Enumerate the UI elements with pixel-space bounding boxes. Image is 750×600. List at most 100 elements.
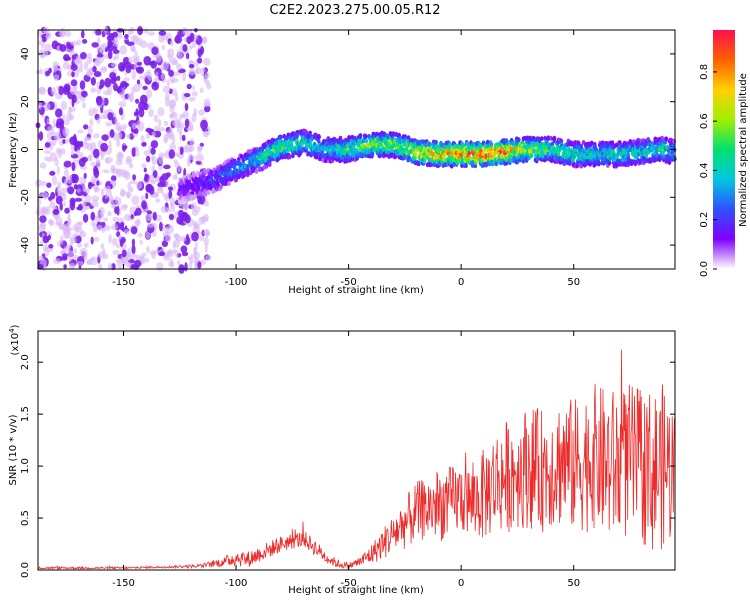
spectrogram-cell	[71, 54, 76, 60]
spectrogram-cell	[86, 260, 93, 265]
spectrogram-cell	[227, 181, 231, 186]
spectrogram-cell	[180, 245, 188, 254]
spectrogram-cell	[177, 165, 181, 173]
spectrogram-cell	[48, 244, 54, 249]
spectrogram-cell	[513, 150, 517, 155]
spectrogram-cell	[126, 190, 130, 200]
spectrogram-cell	[105, 122, 113, 127]
spectrogram-ridge-layer	[177, 128, 677, 205]
spectrogram-cell	[106, 44, 115, 52]
spectrogram-cell	[200, 119, 208, 130]
spectrogram-cell	[63, 56, 72, 61]
spectrogram-cell	[168, 126, 173, 137]
spectrogram-cell	[118, 168, 127, 177]
spectrogram-cell	[90, 211, 96, 221]
spectrogram-cell	[65, 174, 74, 184]
spectrogram-cell	[160, 205, 169, 213]
spectrogram-cell	[67, 186, 75, 195]
spectrogram-cell	[90, 77, 96, 86]
spectrogram-cell	[161, 60, 169, 71]
spectrogram-cell	[150, 140, 159, 149]
spectrogram-cell	[188, 155, 196, 161]
spectrogram-cell	[77, 188, 81, 193]
spectrogram-cell	[148, 174, 155, 183]
snr-y-tick-label: 1.5	[20, 406, 31, 422]
spectrogram-cell	[37, 40, 42, 46]
spectrogram-cell	[56, 165, 60, 175]
spectrogram-cell	[96, 211, 104, 220]
spectrogram-cell	[634, 149, 638, 155]
spectrogram-cell	[610, 140, 615, 146]
spectrogram-cell	[63, 160, 72, 168]
spectrogram-cell	[205, 254, 212, 261]
snr-y-tick-label: 2.0	[20, 354, 31, 370]
spectrogram-cell	[81, 142, 90, 149]
spectrogram-cell	[65, 243, 72, 251]
spectrogram-cell	[169, 106, 175, 113]
spectrogram-cell	[117, 153, 122, 162]
spectrogram-cell	[112, 250, 120, 255]
colorbar-tick-label: 0.0	[699, 261, 710, 277]
spectrogram-cell	[69, 236, 74, 246]
spectrogram-cell	[607, 160, 612, 166]
spectrogram-cell	[100, 142, 108, 152]
spectrogram-cell	[143, 167, 147, 173]
spectrogram-cell	[203, 74, 208, 83]
spectrogram-cell	[114, 38, 119, 48]
spectrogram-cell	[127, 247, 131, 258]
spectrogram-cell	[96, 180, 100, 186]
spectrogram-cell	[161, 240, 169, 248]
spectrogram-cell	[184, 118, 190, 128]
spectrogram-cell	[192, 251, 201, 260]
spectrogram-y-ticks: -40 -20 0 20 40	[20, 48, 675, 253]
spectrogram-cell	[203, 213, 209, 222]
spectrogram-cell	[55, 221, 63, 226]
spectrogram-cell	[76, 260, 84, 266]
spectrogram-cell	[47, 219, 54, 225]
spectrogram-cell	[62, 139, 66, 144]
spectrogram-cell	[158, 30, 167, 36]
spectrogram-cell	[168, 189, 173, 200]
spectrogram-cell	[200, 259, 206, 265]
snr-multiplier-exp: 4	[8, 328, 16, 333]
spectrogram-cell	[130, 35, 137, 43]
spectrogram-cell	[181, 251, 189, 257]
spectrogram-cell	[75, 226, 81, 233]
spectrogram-cell	[69, 136, 78, 146]
spectrogram-cell	[95, 29, 102, 36]
spectrogram-cell	[177, 50, 183, 60]
spectrogram-cell	[203, 57, 211, 66]
spectrogram-cell	[123, 61, 132, 69]
spectrogram-y-tick-label: 0	[20, 146, 31, 152]
spectrogram-cell	[139, 40, 148, 48]
spectrogram-cell	[121, 82, 130, 88]
spectrogram-cell	[110, 77, 117, 84]
spectrogram-cell	[395, 142, 400, 148]
spectrogram-cell	[481, 151, 486, 157]
spectrogram-cell	[550, 141, 555, 147]
spectrogram-cell	[93, 148, 100, 159]
spectrogram-cell	[121, 249, 127, 258]
spectrogram-cell	[155, 198, 161, 203]
spectrogram-cell	[161, 173, 169, 181]
spectrogram-cell	[79, 231, 87, 238]
spectrogram-cell	[59, 44, 67, 52]
colorbar-tick-label: 0.6	[699, 113, 710, 129]
spectrogram-cell	[179, 113, 183, 120]
spectrogram-noise-layer	[34, 25, 212, 274]
spectrogram-cell	[145, 155, 151, 163]
spectrogram-cell	[71, 98, 75, 108]
spectrogram-cell	[83, 172, 87, 179]
spectrogram-y-tick-label: 40	[20, 48, 31, 61]
spectrogram-cell	[50, 191, 56, 200]
spectrogram-cell	[197, 261, 202, 269]
spectrogram-cell	[100, 243, 105, 250]
spectrogram-cell	[52, 208, 60, 216]
spectrogram-cell	[304, 130, 309, 136]
spectrogram-cell	[143, 71, 152, 78]
spectrogram-cell	[44, 142, 51, 148]
spectrogram-cell	[60, 100, 68, 111]
spectrogram-cell	[71, 161, 76, 172]
spectrogram-cell	[38, 223, 46, 233]
